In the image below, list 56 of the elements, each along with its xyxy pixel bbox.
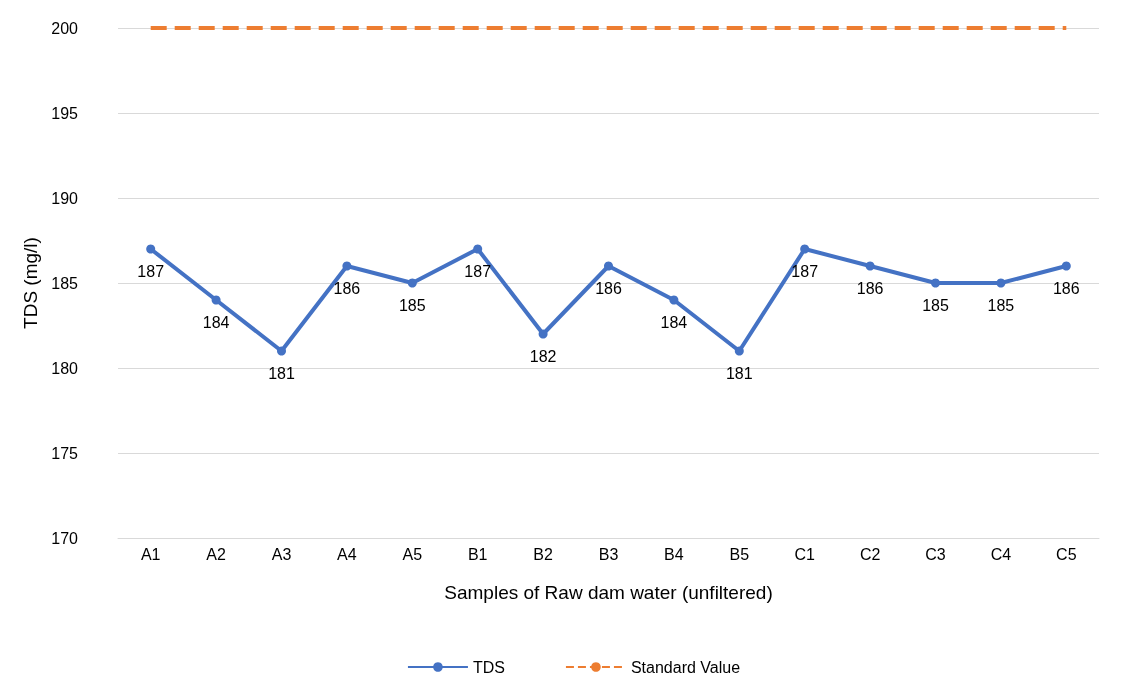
- x-tick-label: A4: [337, 545, 357, 563]
- x-tick-label: B1: [467, 545, 488, 563]
- x-tick-label: A2: [206, 545, 226, 563]
- data-label: 187: [464, 263, 492, 280]
- x-tick-label: C5: [1056, 545, 1077, 563]
- x-tick-label: B4: [664, 545, 684, 563]
- point: [865, 261, 875, 271]
- x-tick-label: C1: [794, 545, 816, 563]
- y-tick-label: 190: [51, 189, 79, 207]
- y-axis-title: TDS (mg/l): [20, 237, 42, 329]
- point: [342, 261, 352, 271]
- data-label: 184: [202, 314, 230, 331]
- x-tick-label: A5: [402, 545, 423, 563]
- point: [931, 278, 940, 288]
- y-tick-label: 195: [51, 104, 79, 122]
- data-label: 185: [987, 297, 1015, 314]
- x-tick-label: C4: [990, 545, 1012, 563]
- x-tick-label: C3: [925, 545, 946, 563]
- data-label: 182: [529, 348, 557, 365]
- y-tick-label: 185: [51, 274, 79, 292]
- point: [996, 278, 1006, 288]
- point: [538, 329, 548, 339]
- point: [734, 346, 744, 356]
- y-tick-label: 170: [51, 529, 79, 547]
- data-label: 186: [856, 280, 884, 297]
- point: [277, 346, 286, 356]
- data-label: 185: [398, 297, 426, 314]
- point: [604, 261, 613, 271]
- data-label: 186: [595, 280, 622, 297]
- x-tick-label: B2: [533, 545, 553, 563]
- x-axis-title: Samples of Raw dam water (unfiltered): [444, 582, 773, 603]
- y-tick-label: 200: [51, 19, 79, 37]
- data-label: 181: [268, 365, 295, 382]
- point: [407, 278, 417, 288]
- y-tick-label: 175: [51, 444, 79, 462]
- point: [211, 295, 221, 305]
- legend-label: Standard Value: [630, 658, 741, 676]
- data-label: 186: [1052, 280, 1080, 297]
- data-label: 185: [922, 297, 949, 314]
- point: [669, 295, 679, 305]
- data-label: 186: [333, 280, 361, 297]
- data-label: 181: [725, 365, 753, 382]
- point: [800, 244, 810, 254]
- y-tick-label: 180: [51, 359, 79, 377]
- x-tick-label: B3: [598, 545, 619, 563]
- x-tick-label: A1: [140, 545, 161, 563]
- point: [473, 244, 483, 254]
- data-label: 187: [791, 263, 819, 280]
- legend-label: TDS: [472, 658, 505, 676]
- point: [1061, 261, 1071, 271]
- x-tick-label: A3: [271, 545, 292, 563]
- x-tick-label: B5: [729, 545, 750, 563]
- data-label: 184: [660, 314, 688, 331]
- point: [146, 244, 156, 254]
- data-label: 187: [137, 263, 165, 280]
- x-tick-label: C2: [859, 545, 881, 563]
